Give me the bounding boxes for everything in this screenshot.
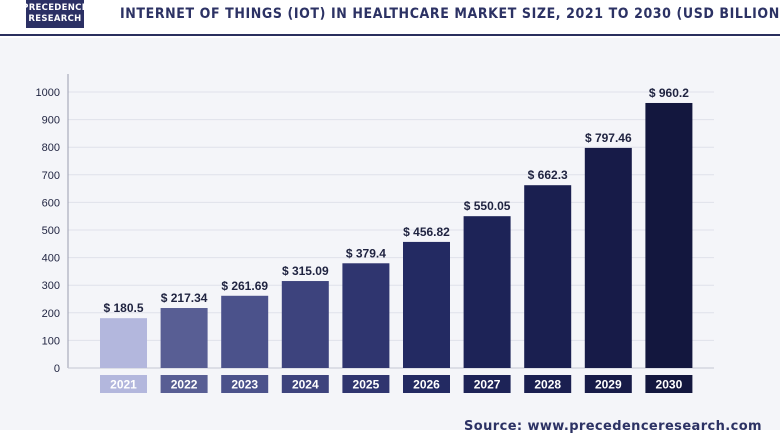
bar — [281, 281, 329, 368]
category-label-box — [100, 375, 147, 393]
bar — [463, 216, 511, 368]
x-tick-label: 2025 — [353, 378, 380, 392]
bar-value-label: $ 315.09 — [282, 264, 329, 278]
chart-title: INTERNET OF THINGS (IOT) IN HEALTHCARE M… — [120, 6, 780, 22]
bar-value-label: $ 217.34 — [161, 291, 208, 305]
category-label-box — [403, 375, 450, 393]
category-label-box — [160, 375, 208, 393]
y-tick-label: 800 — [42, 142, 60, 154]
bar-value-label: $ 261.69 — [221, 279, 268, 293]
y-tick-label: 600 — [42, 197, 60, 209]
category-label-box — [463, 375, 511, 393]
y-tick-label: 900 — [42, 115, 60, 127]
x-tick-label: 2026 — [413, 378, 440, 392]
category-label-box — [342, 375, 390, 393]
x-tick-label: 2029 — [595, 378, 622, 392]
x-tick-label: 2021 — [110, 378, 137, 392]
bar — [221, 295, 269, 368]
bar-value-label: $ 180.5 — [103, 301, 143, 315]
x-tick-label: 2023 — [231, 378, 258, 392]
bar-value-label: $ 662.3 — [528, 168, 568, 182]
bar-value-label: $ 379.4 — [346, 246, 386, 260]
y-tick-label: 500 — [42, 225, 60, 237]
bar-value-label: $ 960.2 — [649, 86, 689, 100]
source-note: Source: www.precedenceresearch.com — [464, 419, 762, 434]
y-tick-label: 100 — [42, 335, 60, 347]
chart-panel: 0 100 200 300 400 500 600 700 800 900 1000 $ 180.5 2… — [0, 38, 780, 434]
y-tick-label: 200 — [42, 308, 60, 320]
x-tick-label: 2022 — [171, 378, 198, 392]
bar — [645, 102, 693, 368]
bar-value-label: $ 456.82 — [403, 225, 450, 239]
x-tick-label: 2028 — [534, 378, 561, 392]
bar-value-label: $ 550.05 — [464, 199, 511, 213]
category-label-box — [584, 375, 632, 393]
bar — [524, 185, 572, 368]
category-label-box — [221, 375, 269, 393]
y-tick-label: 1000 — [36, 87, 60, 99]
y-tick-label: 0 — [54, 363, 60, 375]
bar — [584, 147, 632, 368]
brand-logo: PRECEDENCE RESEARCH — [22, 0, 88, 28]
x-tick-label: 2024 — [292, 378, 319, 392]
bar-value-label: $ 797.46 — [585, 131, 632, 145]
logo-line-2: RESEARCH — [28, 14, 82, 24]
bar — [403, 241, 450, 368]
y-tick-label: 400 — [42, 253, 60, 265]
y-tick-label: 700 — [42, 170, 60, 182]
y-tick-label: 300 — [42, 280, 60, 292]
category-label-box — [524, 375, 572, 393]
bar-chart: 0 100 200 300 400 500 600 700 800 900 1000 $ 180.5 2… — [36, 74, 714, 393]
logo-line-1: PRECEDENCE — [22, 3, 88, 13]
bar — [100, 318, 147, 368]
bar — [342, 263, 390, 368]
bar — [160, 308, 208, 368]
x-tick-label: 2027 — [474, 378, 501, 392]
category-label-box — [645, 375, 693, 393]
header: PRECEDENCE RESEARCH INTERNET OF THINGS (… — [0, 0, 780, 36]
category-label-box — [281, 375, 329, 393]
x-tick-label: 2030 — [656, 378, 683, 392]
